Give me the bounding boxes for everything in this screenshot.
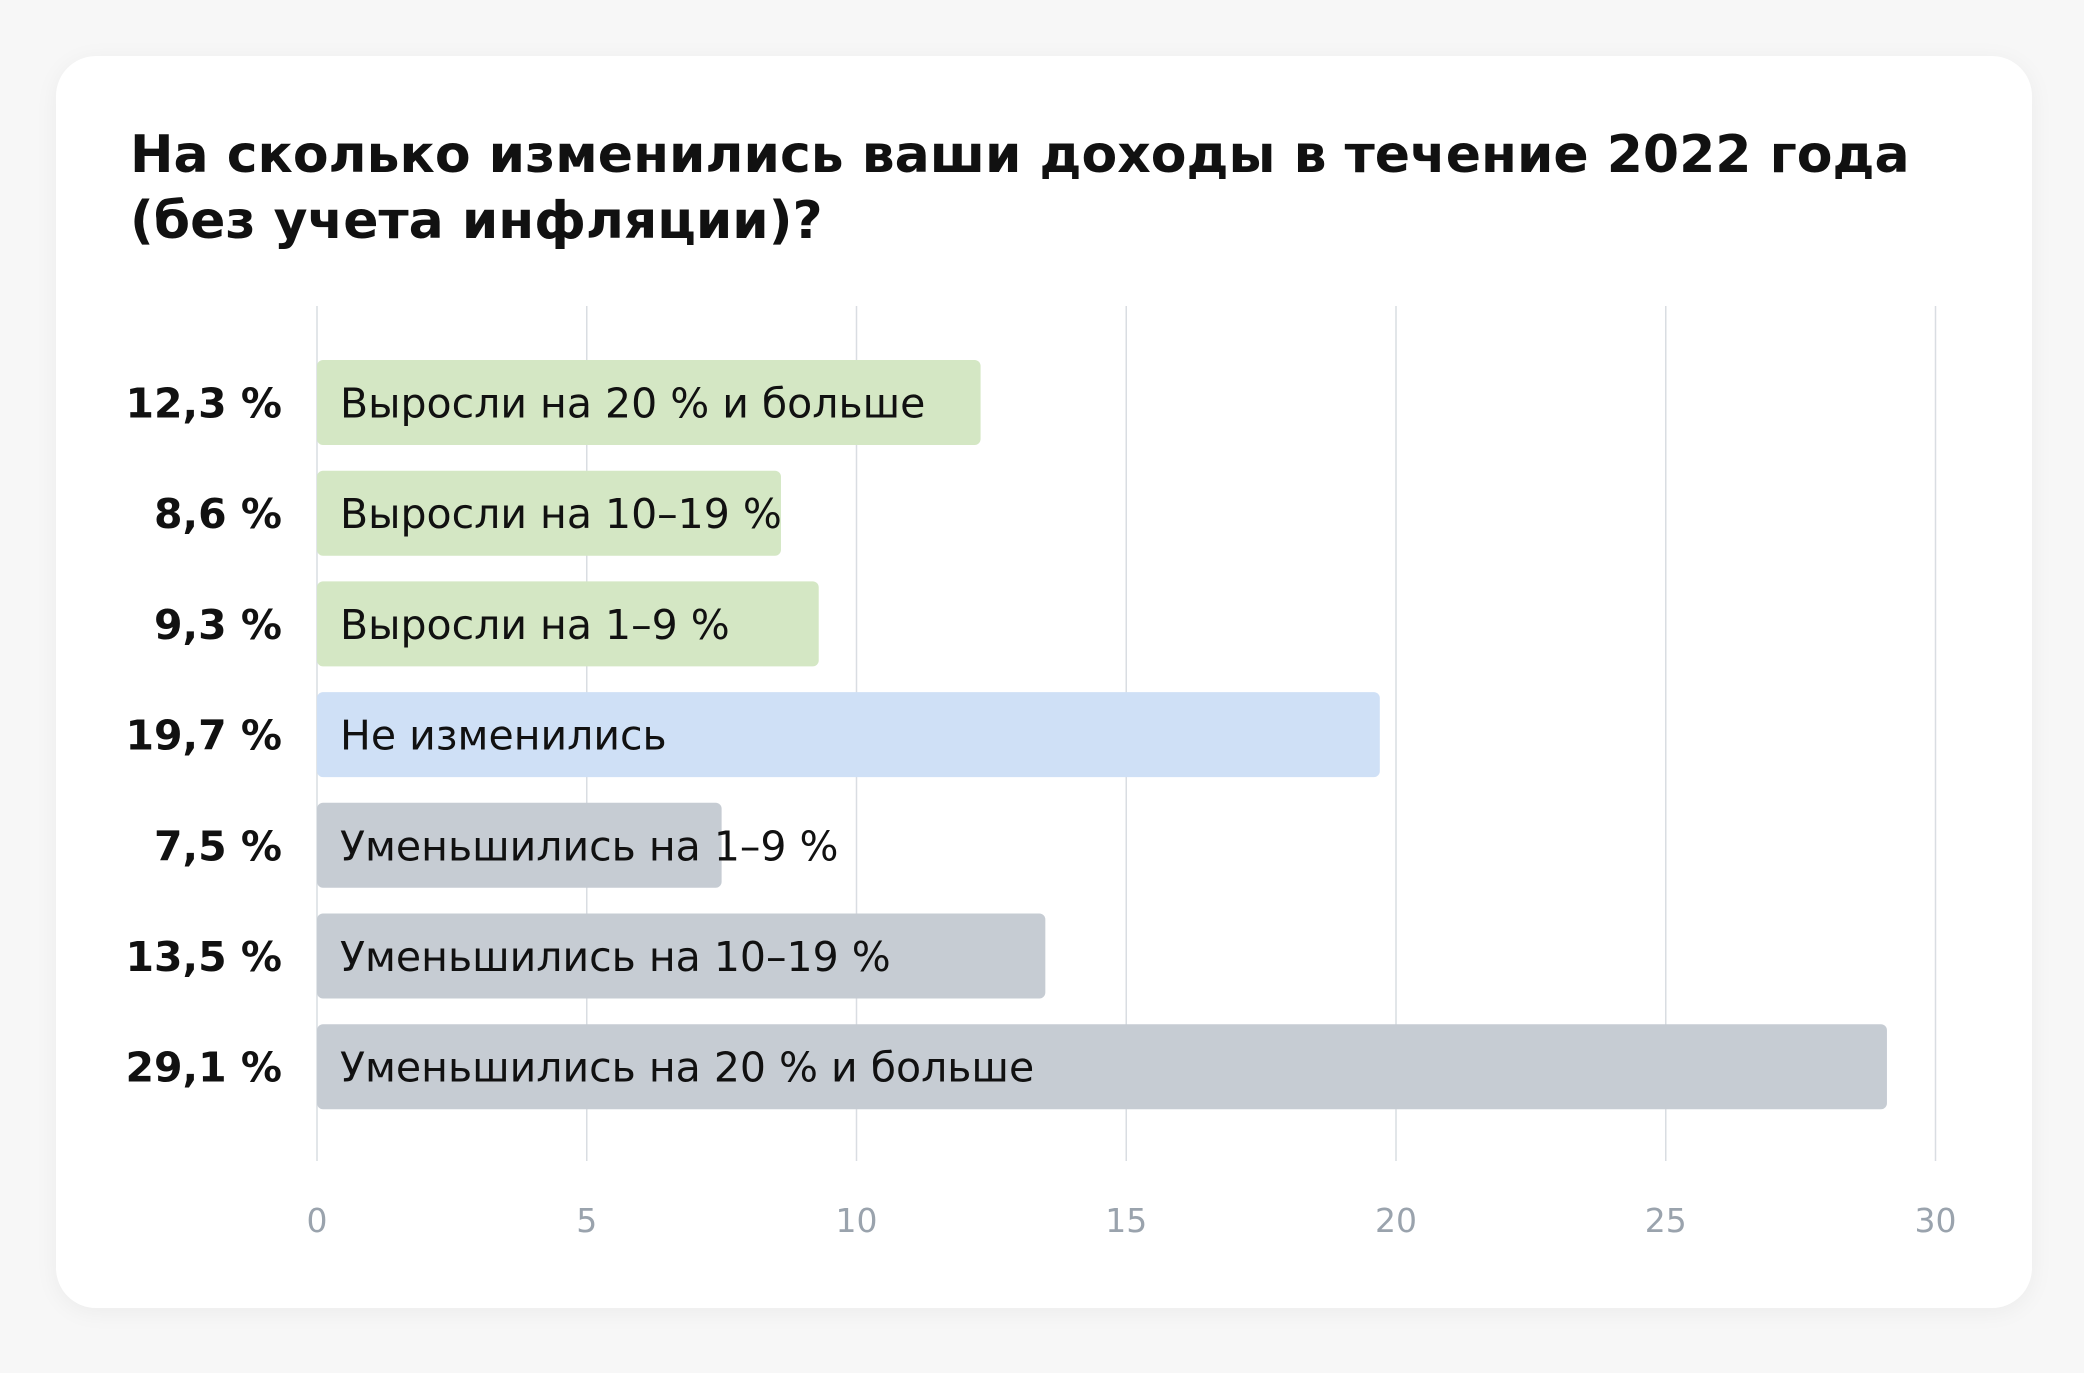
chart-card: На сколько изменились ваши доходы в тече… xyxy=(56,56,2032,1308)
bar-category-label: Уменьшились на 1–9 % xyxy=(340,822,839,870)
bar-value-label: 13,5 % xyxy=(125,933,282,981)
bar-category-label: Уменьшились на 10–19 % xyxy=(340,933,891,981)
bar xyxy=(317,692,1380,778)
bar-category-label: Выросли на 1–9 % xyxy=(340,601,730,649)
x-tick-label: 5 xyxy=(576,1201,597,1240)
bar xyxy=(317,913,1046,999)
bar-value-label: 8,6 % xyxy=(154,490,282,538)
x-tick-label: 15 xyxy=(1105,1201,1147,1240)
bar-value-label: 29,1 % xyxy=(125,1044,282,1092)
bar xyxy=(317,1024,1887,1110)
x-tick-label: 25 xyxy=(1645,1201,1687,1240)
chart-title-line-2: (без учета инфляции)? xyxy=(130,191,823,251)
bars xyxy=(317,360,1887,1110)
bar-value-label: 7,5 % xyxy=(154,822,282,870)
bar xyxy=(317,581,819,667)
bar-category-label: Не изменились xyxy=(340,712,667,760)
bar xyxy=(317,470,781,556)
bar-category-label: Уменьшились на 20 % и больше xyxy=(340,1044,1034,1092)
bar xyxy=(317,360,981,445)
bar-category-label: Выросли на 20 % и больше xyxy=(340,380,925,428)
bar-value-label: 19,7 % xyxy=(125,712,282,760)
bar xyxy=(317,802,722,888)
x-tick-label: 30 xyxy=(1915,1201,1957,1240)
x-tick-label: 20 xyxy=(1375,1201,1417,1240)
bar-chart: 12,3 % Выросли на 20 % и больше 8,6 % Вырос… xyxy=(125,306,1957,1240)
chart-title: На сколько изменились ваши доходы в тече… xyxy=(130,122,1970,254)
x-tick-label: 0 xyxy=(307,1201,328,1240)
bar-value-label: 9,3 % xyxy=(154,601,282,649)
x-axis-ticks: 0 5 10 15 20 25 30 xyxy=(307,1201,1957,1240)
bar-value-label: 12,3 % xyxy=(125,380,282,428)
chart-title-line-1: На сколько изменились ваши доходы в тече… xyxy=(130,125,1910,185)
bar-category-label: Выросли на 10–19 % xyxy=(340,490,782,538)
labels: 12,3 % Выросли на 20 % и больше 8,6 % Вырос… xyxy=(125,380,1034,1092)
x-tick-label: 10 xyxy=(836,1201,878,1240)
